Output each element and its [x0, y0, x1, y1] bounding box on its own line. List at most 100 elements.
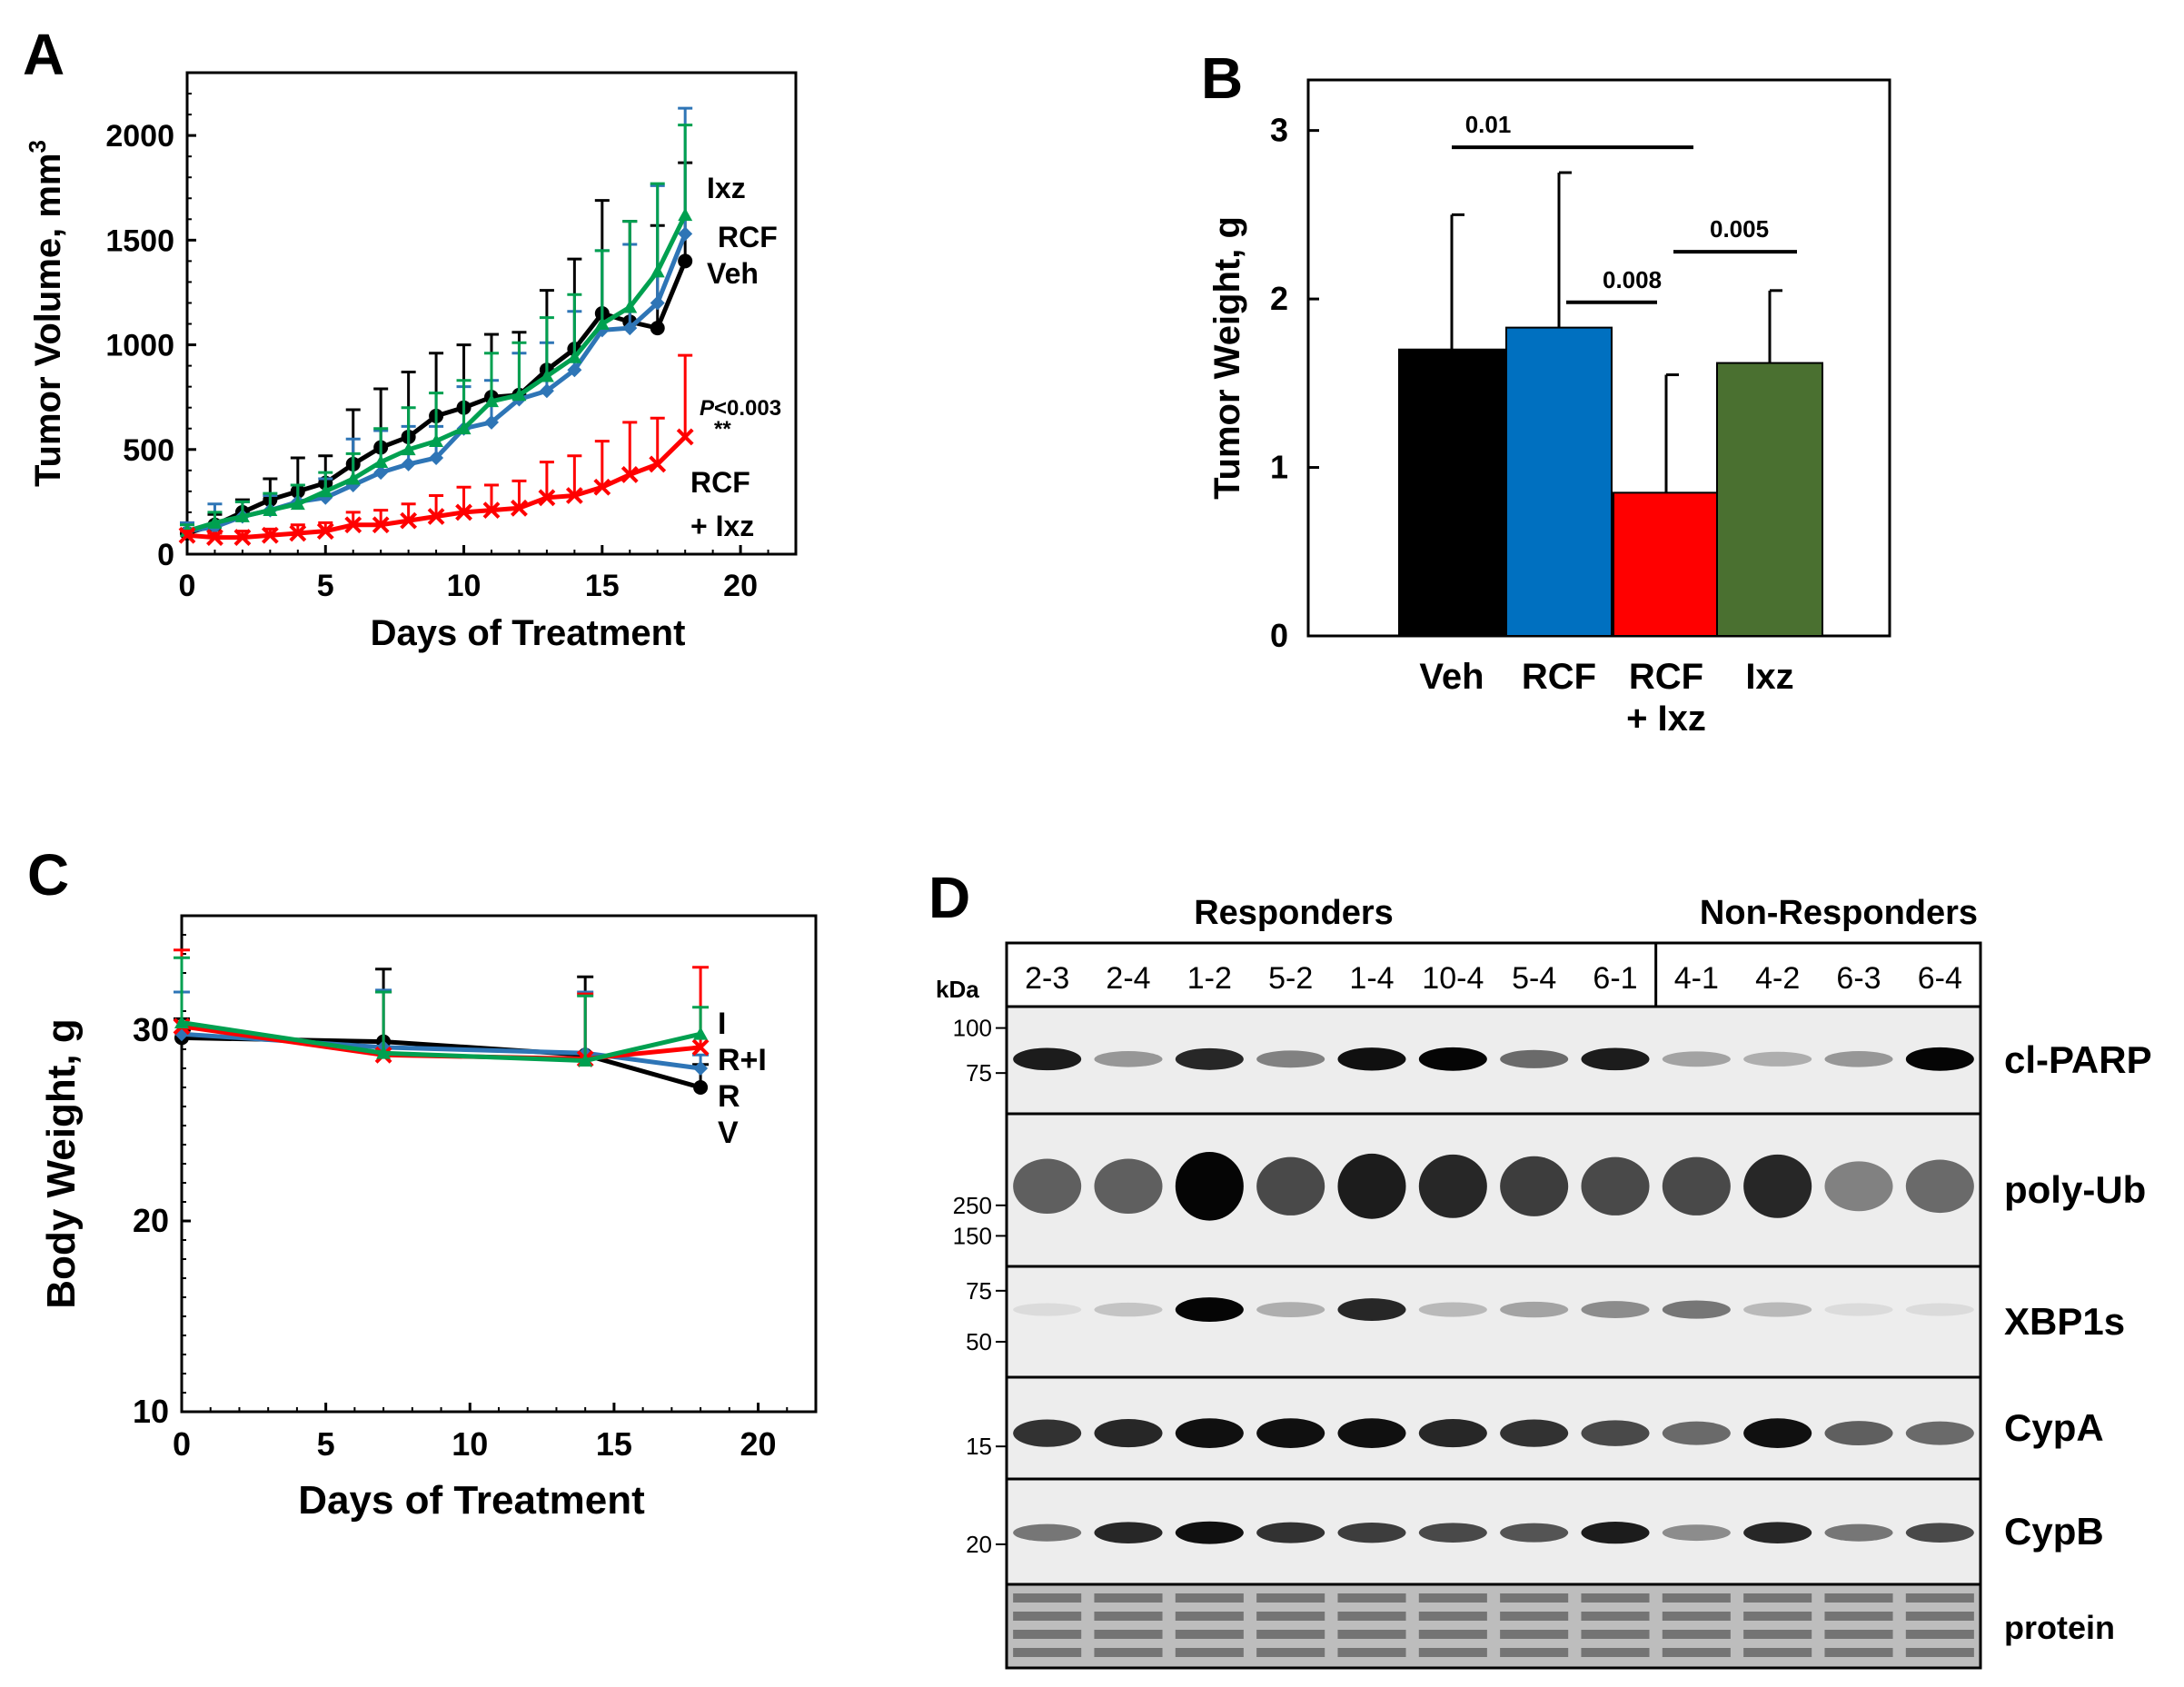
y-tick-label: 1500: [105, 223, 174, 258]
blot-band: [1094, 1302, 1163, 1317]
data-point-stroke-b: [676, 428, 694, 446]
x-tick-label: 20: [740, 1425, 777, 1463]
data-point-stroke-b: [620, 466, 639, 483]
protein-stain-band: [1256, 1648, 1325, 1657]
x-tick-label: 15: [585, 569, 620, 603]
western-blot-panel: Responders Non-Responders kDa 2-3 2-4 1-2 5-2 1…: [936, 894, 2152, 1670]
blot-band: [1337, 1153, 1406, 1219]
blot-band: [1500, 1301, 1569, 1318]
marker-label: 50: [966, 1328, 992, 1355]
data-point: [401, 442, 416, 456]
series-line: [181, 1035, 701, 1090]
data-point: [594, 316, 610, 330]
blot-band: [1824, 1051, 1893, 1067]
blot-band: [1581, 1301, 1650, 1318]
comparison-p-value: 0.005: [1710, 215, 1769, 243]
x-tick-label: 20: [723, 569, 758, 603]
data-point-stroke-b: [427, 508, 445, 525]
protein-stain-band: [1256, 1593, 1325, 1603]
y-tick-label: 20: [133, 1202, 169, 1239]
protein-stain-band: [1581, 1593, 1650, 1603]
bar-0: [1398, 348, 1505, 637]
panel-label-b: B: [1201, 45, 1243, 111]
blot-band: [1175, 1418, 1244, 1448]
y-axis-label-superscript: 3: [24, 140, 51, 153]
protein-stain-band: [1175, 1648, 1244, 1657]
y-tick-label: 1000: [105, 329, 174, 363]
data-point: [289, 524, 307, 542]
blot-band: [1013, 1158, 1082, 1215]
lane-label: 1-4: [1349, 961, 1394, 996]
y-tick-label: 30: [133, 1011, 169, 1048]
protein-stain-band: [1418, 1648, 1487, 1657]
protein-stain-band: [1500, 1648, 1569, 1657]
protein-stain-band: [1175, 1612, 1244, 1621]
label-combo-line1: RCF: [690, 466, 750, 499]
data-point: [693, 1080, 709, 1095]
protein-stain-band: [1337, 1593, 1406, 1603]
data-point: [650, 295, 665, 311]
blot-row-label: poly-Ub: [2004, 1168, 2146, 1211]
data-point-stroke-b: [344, 516, 362, 534]
data-point: [427, 508, 445, 525]
data-point: [567, 362, 582, 378]
y-tick-label: 0: [1270, 617, 1288, 654]
data-point-stroke-b: [289, 524, 307, 542]
blot-band: [1662, 1156, 1731, 1216]
label-ixz: Ixz: [707, 172, 746, 204]
lane-label: 2-3: [1025, 961, 1069, 996]
protein-stain-band: [1094, 1593, 1163, 1603]
x-axis-label: Days of Treatment: [298, 1478, 645, 1523]
label-v: V: [718, 1116, 739, 1150]
blot-band: [1905, 1421, 1974, 1445]
blot-row-label: cl-PARP: [2004, 1038, 2152, 1081]
protein-stain-band: [1256, 1612, 1325, 1621]
protein-stain-band: [1337, 1630, 1406, 1639]
blot-band: [1500, 1419, 1569, 1447]
protein-stain-band: [1094, 1630, 1163, 1639]
blot-band: [1500, 1156, 1569, 1216]
blot-band: [1337, 1522, 1406, 1543]
data-point: [567, 350, 582, 363]
data-point: [234, 509, 250, 522]
protein-stain-band: [1500, 1630, 1569, 1639]
protein-stain-band: [1662, 1648, 1731, 1657]
data-point-stroke-b: [233, 529, 252, 546]
blot-strip: [1005, 1375, 1982, 1481]
data-point: [456, 421, 472, 435]
data-point-stroke-b: [372, 516, 390, 534]
protein-stain-band: [1743, 1612, 1812, 1621]
group-label-responders: Responders: [1194, 894, 1394, 932]
y-axis-label-text: Tumor Volume, mm: [28, 154, 68, 487]
y-tick-label: 0: [157, 538, 174, 572]
blot-band: [1581, 1522, 1650, 1544]
protein-stain-band: [1905, 1612, 1974, 1621]
bar-1: [1505, 326, 1613, 637]
blot-band: [1094, 1419, 1163, 1448]
data-point: [344, 516, 362, 534]
data-point-stroke-b: [400, 511, 418, 530]
blot-band: [1013, 1303, 1082, 1316]
panel-label-a: A: [23, 22, 65, 87]
label-combo-line2: + Ixz: [690, 510, 754, 542]
plot-frame: [180, 914, 818, 1414]
data-point: [482, 501, 501, 520]
blot-band: [1256, 1302, 1325, 1317]
data-point: [400, 511, 418, 530]
data-point: [455, 503, 472, 521]
blot-strip: [1005, 1477, 1982, 1586]
blot-band: [1662, 1051, 1731, 1067]
data-point: [593, 478, 611, 496]
panel-label-c: C: [27, 842, 69, 908]
protein-stain-band: [1581, 1630, 1650, 1639]
y-tick-label: 2000: [105, 119, 174, 154]
blot-band: [1094, 1158, 1163, 1215]
chart-a-tumor-volume: 0 500 1000 1500 2000 0 5 10 15 20 Days of Treatmen…: [24, 71, 798, 653]
protein-stain-band: [1337, 1612, 1406, 1621]
blot-band: [1337, 1047, 1406, 1071]
data-point: [693, 1027, 709, 1040]
label-veh: Veh: [707, 257, 759, 290]
data-point-stroke-b: [649, 455, 667, 473]
data-point: [650, 321, 665, 336]
